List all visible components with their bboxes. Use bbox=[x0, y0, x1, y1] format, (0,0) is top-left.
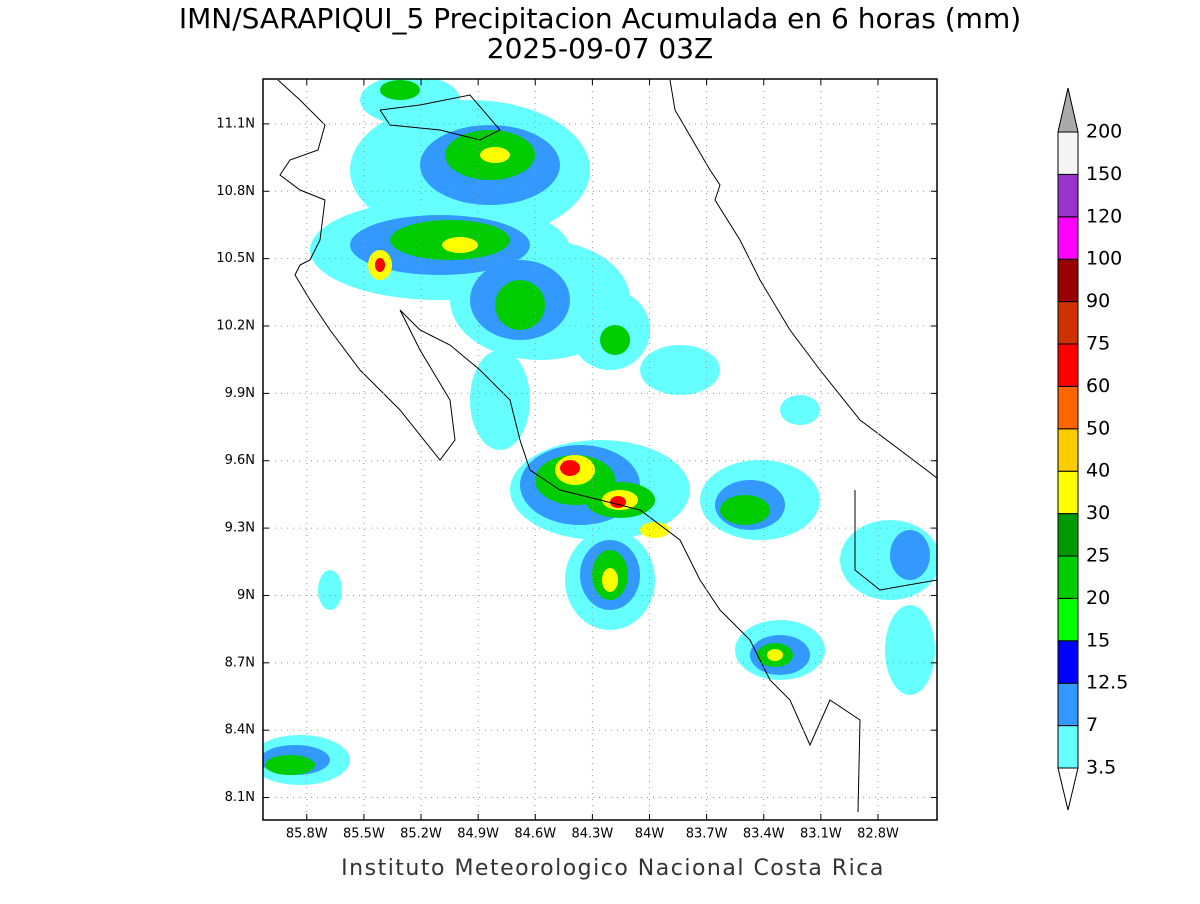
x-tick-label: 84.3W bbox=[571, 827, 613, 842]
colorbar: 3.5 7 12.5 15 20 25 30 40 50 60 75 90 100 120 150 200 bbox=[1057, 87, 1128, 811]
colorbar-label: 15 bbox=[1086, 629, 1110, 651]
colorbar-label: 25 bbox=[1086, 545, 1110, 567]
x-tick-label: 83.4W bbox=[743, 827, 785, 842]
colorbar-label: 90 bbox=[1086, 290, 1110, 312]
colorbar-segment bbox=[1057, 173, 1079, 218]
colorbar-segment bbox=[1057, 428, 1079, 472]
title: IMN/SARAPIQUI_5 Precipitacion Acumulada … bbox=[179, 2, 1021, 35]
x-tick-label: 84.9W bbox=[457, 827, 499, 842]
colorbar-label: 20 bbox=[1086, 587, 1110, 609]
y-tick-label: 9N bbox=[237, 588, 255, 603]
colorbar-label: 120 bbox=[1086, 205, 1122, 227]
subtitle: 2025-09-07 03Z bbox=[487, 32, 713, 65]
colorbar-segment bbox=[1057, 343, 1079, 387]
colorbar-segment bbox=[1057, 258, 1079, 303]
colorbar-label: 30 bbox=[1086, 502, 1110, 524]
coastlines bbox=[277, 79, 937, 813]
x-tick-label: 84.6W bbox=[514, 827, 556, 842]
y-tick-label: 10.5N bbox=[216, 251, 255, 266]
colorbar-label: 12.5 bbox=[1086, 672, 1128, 694]
y-tick-label: 9.9N bbox=[225, 386, 255, 401]
colorbar-segment bbox=[1057, 682, 1079, 727]
colorbar-label: 200 bbox=[1086, 121, 1122, 143]
x-tick-label: 82.8W bbox=[857, 827, 899, 842]
colorbar-segment bbox=[1057, 725, 1079, 769]
colorbar-segment bbox=[1057, 301, 1079, 345]
y-tick-label: 9.3N bbox=[225, 521, 255, 536]
map-frame bbox=[262, 78, 938, 821]
x-tick-label: 83.1W bbox=[800, 827, 842, 842]
x-tick-label: 85.2W bbox=[400, 827, 442, 842]
x-tick-label: 84W bbox=[635, 827, 665, 842]
colorbar-segment bbox=[1057, 385, 1079, 430]
colorbar-segment bbox=[1057, 597, 1079, 642]
colorbar-segment bbox=[1057, 131, 1079, 175]
precip-light bbox=[263, 79, 937, 785]
x-tick-label: 85.8W bbox=[286, 827, 328, 842]
footer: Instituto Meteorologico Nacional Costa R… bbox=[341, 856, 885, 881]
y-tick-label: 8.7N bbox=[225, 655, 255, 670]
colorbar-label: 40 bbox=[1086, 460, 1110, 482]
colorbar-segment bbox=[1057, 216, 1079, 260]
axes: 85.8W 85.5W 85.2W 84.9W 84.6W 84.3W 84W 83.7W 83… bbox=[216, 79, 937, 842]
x-tick-label: 85.5W bbox=[343, 827, 385, 842]
colorbar-label: 7 bbox=[1086, 714, 1098, 736]
colorbar-end-high bbox=[1057, 87, 1079, 133]
y-tick-label: 9.6N bbox=[225, 453, 255, 468]
colorbar-label: 60 bbox=[1086, 375, 1110, 397]
colorbar-end-low bbox=[1057, 767, 1079, 811]
colorbar-segment bbox=[1057, 640, 1079, 684]
colorbar-segment bbox=[1057, 555, 1079, 599]
y-tick-label: 10.2N bbox=[216, 319, 255, 334]
x-tick-label: 83.7W bbox=[686, 827, 728, 842]
colorbar-label: 150 bbox=[1086, 163, 1122, 185]
precipitation-field bbox=[263, 79, 937, 785]
colorbar-segment bbox=[1057, 513, 1079, 557]
y-tick-label: 8.4N bbox=[225, 723, 255, 738]
y-tick-label: 11.1N bbox=[216, 116, 255, 131]
colorbar-segment bbox=[1057, 470, 1079, 515]
y-tick-label: 8.1N bbox=[225, 790, 255, 805]
colorbar-label: 3.5 bbox=[1086, 757, 1116, 779]
y-tick-label: 10.8N bbox=[216, 184, 255, 199]
colorbar-label: 100 bbox=[1086, 248, 1122, 270]
colorbar-label: 50 bbox=[1086, 417, 1110, 439]
colorbar-label: 75 bbox=[1086, 333, 1110, 355]
